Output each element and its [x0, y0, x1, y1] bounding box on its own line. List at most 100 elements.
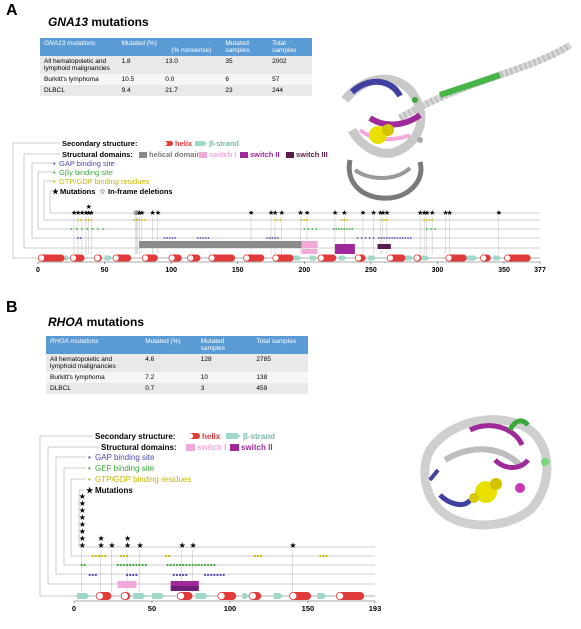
- mutation-star: ★: [86, 209, 92, 217]
- panel-a-title-rest: mutations: [88, 15, 149, 29]
- mutation-star: ★: [442, 209, 448, 217]
- gtp-binding-dot: [143, 219, 146, 221]
- rhoa-residue-axis: 0 50 100 150 193: [72, 600, 381, 613]
- gap-binding-dot: [135, 573, 138, 577]
- gtp-binding-dot: [274, 219, 276, 221]
- binding-site-dot: [303, 228, 306, 230]
- legend-helix: helix: [175, 139, 193, 148]
- binding-site-dot: [172, 563, 175, 567]
- gap-binding-dot: [204, 237, 207, 239]
- mutation-star: ★: [79, 506, 86, 515]
- helix-cap: [121, 592, 128, 600]
- gna13-legend: Secondary structure: helix β-strand Stru…: [52, 139, 328, 196]
- gap-binding-dot: [203, 573, 207, 577]
- strand-segment: [77, 593, 90, 599]
- gap-binding-dot: [163, 237, 166, 239]
- gap-binding-dot: [178, 573, 182, 577]
- switch3-box: [377, 244, 391, 249]
- binding-site-dot: [213, 563, 216, 567]
- legend-switch1: switch I: [209, 150, 237, 159]
- binding-site-dot: [169, 563, 172, 567]
- gtp-binding-dot: [319, 554, 322, 558]
- binding-site-dot: [197, 563, 200, 567]
- gtp-binding-dot: [306, 219, 308, 221]
- table-cell: 459: [252, 383, 308, 394]
- helix-cap: [38, 255, 45, 261]
- switch2-box: [334, 249, 355, 254]
- binding-site-dot: [102, 228, 105, 230]
- binding-site-dot: [125, 563, 129, 567]
- gtp-binding-dot: [303, 219, 306, 221]
- strand-legend-swatch: [195, 141, 207, 146]
- binding-site-dot: [141, 563, 144, 567]
- helix-cap: [446, 255, 452, 261]
- mutation-star: ★: [75, 209, 81, 217]
- gap-binding-dot: [91, 573, 94, 577]
- switch2-box: [170, 581, 199, 588]
- binding-site-dot: [122, 563, 126, 567]
- legend-mutations: Mutations: [95, 486, 133, 495]
- helix-cap: [70, 255, 77, 261]
- binding-site-dot: [144, 563, 147, 567]
- legend-strand: β-strand: [209, 139, 239, 148]
- table-header: Total samples: [252, 336, 308, 354]
- axis-tick-label: 150: [232, 267, 244, 274]
- legend-strand: β-strand: [243, 432, 275, 441]
- table-header: Mutated samples: [221, 38, 269, 56]
- binding-site-dot: [116, 563, 119, 567]
- gap-binding-dot: [168, 237, 171, 239]
- gap-binding-dot: [125, 573, 129, 577]
- mutation-star: ★: [71, 209, 77, 217]
- gap-binding-dot: [222, 573, 225, 577]
- mutation-star: ★: [289, 541, 296, 550]
- gap-binding-dot: [274, 237, 276, 239]
- mutation-star: ★: [79, 209, 85, 217]
- table-header-row: GNA13 mutations Mutated (%) (% nonsense)…: [40, 38, 312, 56]
- gap-binding-dot: [368, 237, 371, 239]
- gap-binding-dot: [213, 573, 216, 577]
- switch1-box: [301, 241, 318, 248]
- binding-site-dot: [175, 563, 179, 567]
- legend-gef: GEF binding site: [95, 464, 155, 473]
- legend-switch2: switch II: [250, 150, 280, 159]
- mutation-star: ★: [79, 499, 86, 508]
- mutation-star: ★: [150, 209, 156, 217]
- mutation-star: ★: [371, 209, 377, 217]
- helix-cap: [243, 255, 250, 261]
- table-header: Mutated samples: [196, 336, 253, 354]
- table-row: DLBCL 9.4 21.7 23 244: [40, 85, 312, 96]
- table-row: Burkitt's lymphoma 7.2 10 138: [46, 372, 308, 383]
- strand-segment: [493, 255, 502, 261]
- helical-domain-legend-swatch: [139, 152, 147, 158]
- table-header: Total samples: [268, 38, 312, 56]
- axis-tick-label: 200: [298, 267, 310, 274]
- gap-binding-dot: [88, 573, 91, 577]
- helix-cap: [249, 592, 256, 600]
- gna13-mutation-table: GNA13 mutations Mutated (%) (% nonsense)…: [40, 38, 312, 96]
- gtp-binding-dot: [138, 219, 141, 221]
- gtp-binding-dot: [346, 219, 348, 221]
- mutation-star: ★: [332, 209, 338, 217]
- gtp-binding-dot: [423, 219, 426, 221]
- table-header: Mutated (%): [117, 38, 162, 56]
- helix-cap: [273, 255, 279, 261]
- legend-mutations: Mutations: [60, 187, 95, 196]
- panel-a-gene: GNA13: [48, 15, 89, 29]
- gap-binding-dot: [79, 237, 82, 239]
- strand-segment: [273, 593, 283, 599]
- legend-switch3: switch III: [296, 150, 328, 159]
- binding-site-dot: [138, 563, 141, 567]
- mutation-star: ★: [248, 209, 254, 217]
- mutation-star: ★: [360, 209, 366, 217]
- mutation-star: ★: [155, 209, 161, 217]
- strand-segment: [293, 255, 302, 261]
- table-cell: 13.0: [161, 56, 222, 74]
- helix-cap: [218, 592, 225, 600]
- gna13-residue-axis: 0 50 100 150 200 250 300 350 377: [36, 261, 546, 274]
- table-row: All hematopoietic and lymphoid malignanc…: [40, 56, 312, 74]
- gtp-binding-dot: [91, 554, 94, 558]
- mutation-star: ★: [304, 209, 310, 217]
- gtp-binding-dot: [104, 554, 107, 558]
- mutation-star: ★: [279, 209, 285, 217]
